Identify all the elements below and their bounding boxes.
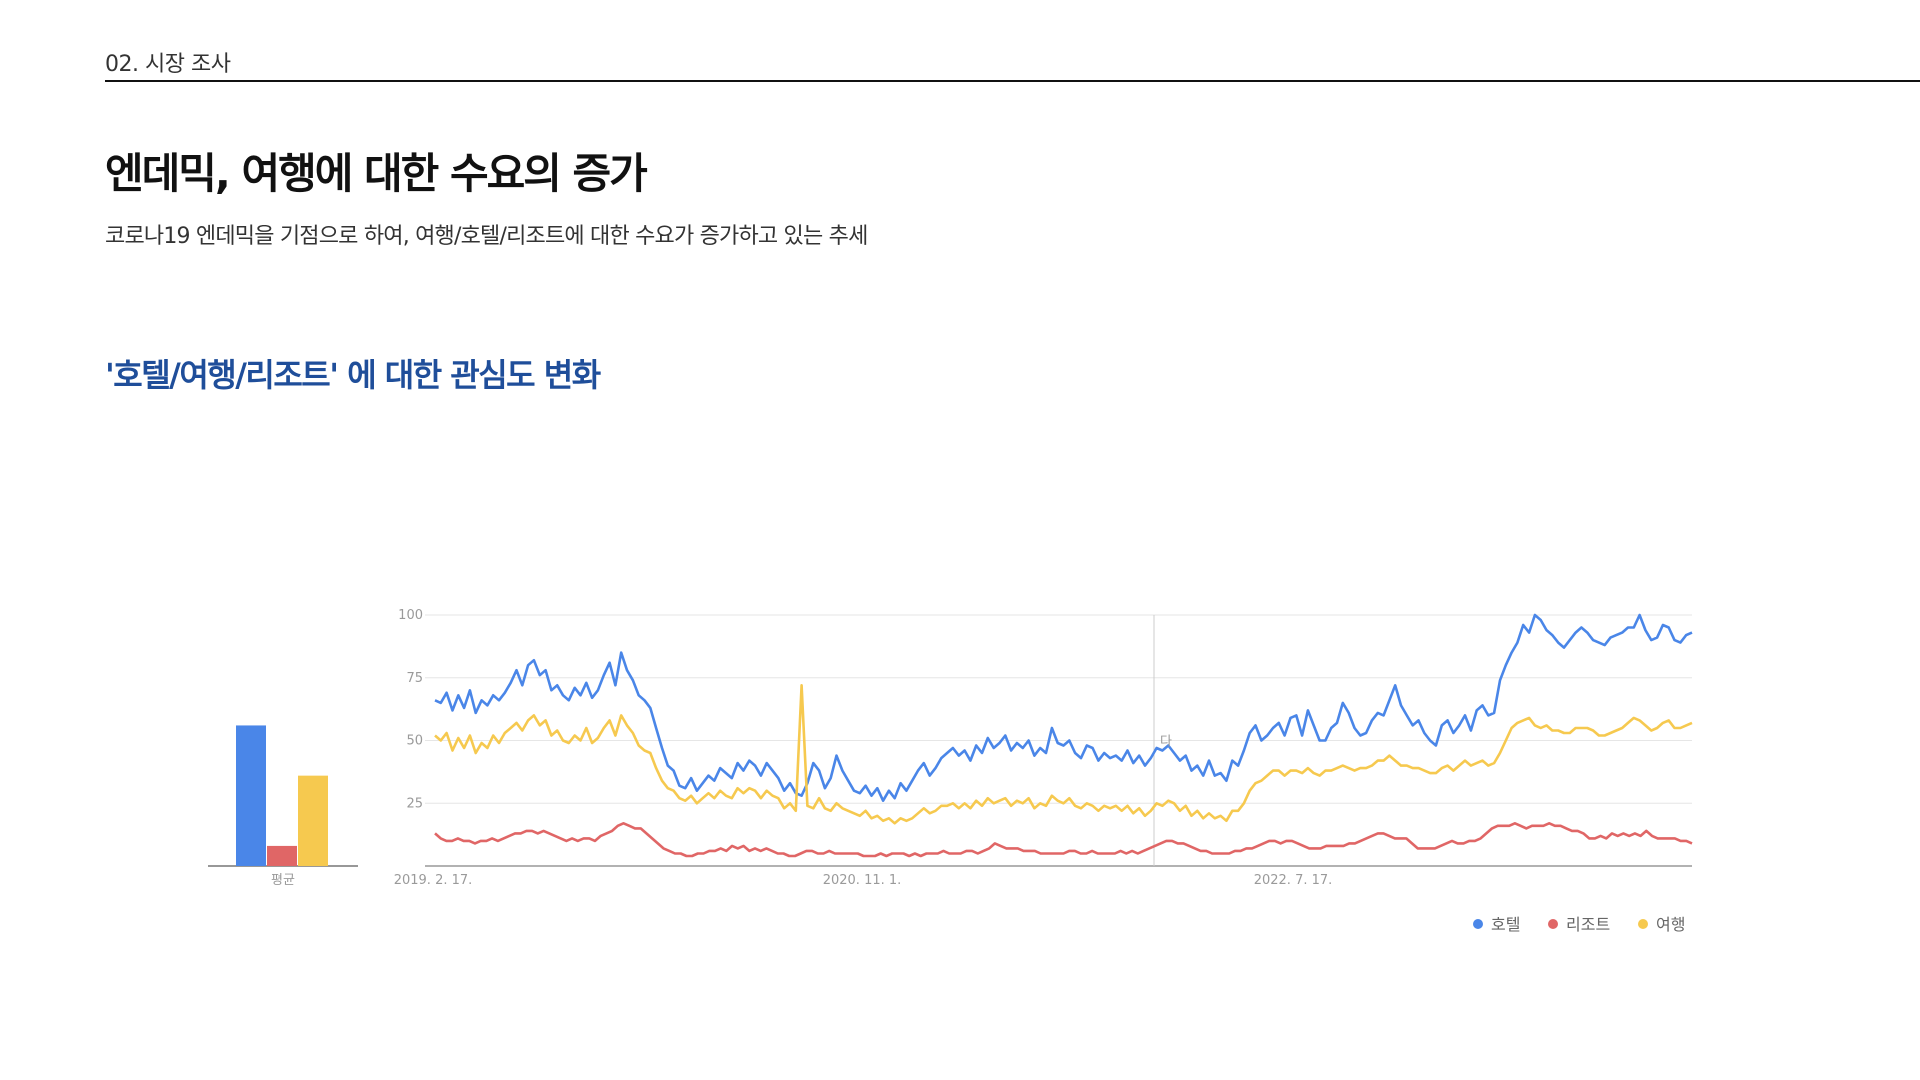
legend-label: 호텔 (1491, 915, 1520, 934)
average-bar-1 (236, 725, 266, 866)
legend-label: 리조트 (1566, 915, 1610, 934)
y-tick-label: 50 (406, 734, 423, 749)
y-tick-label: 100 (398, 608, 423, 623)
legend-dot-3 (1638, 919, 1648, 929)
x-tick-label: 2022. 7. 17. (1254, 873, 1333, 888)
series-line-1 (434, 613, 1693, 803)
legend-dot-1 (1473, 919, 1483, 929)
section-label: 02. 시장 조사 (105, 52, 231, 77)
y-tick-label: 75 (406, 671, 423, 686)
page-subtitle: 코로나19 엔데믹을 기점으로 하여, 여행/호텔/리조트에 대한 수요가 증가… (105, 224, 868, 249)
y-tick-label: 25 (406, 796, 423, 811)
header-divider (105, 80, 1920, 82)
legend-dot-2 (1548, 919, 1558, 929)
page-title: 엔데믹, 여행에 대한 수요의 증가 (105, 149, 648, 198)
series-line-2 (434, 821, 1693, 858)
x-tick-label: 2019. 2. 17. (394, 873, 473, 888)
hover-marker-label: 다 (1160, 735, 1172, 750)
chart-heading: '호텔/여행/리조트' 에 대한 관심도 변화 (105, 356, 601, 394)
legend-label: 여행 (1656, 915, 1685, 934)
x-tick-label: 2020. 11. 1. (823, 873, 902, 888)
series-line-3 (434, 683, 1693, 825)
average-bar-2 (267, 845, 297, 866)
average-bar-3 (298, 775, 328, 866)
bar-category-label: 평균 (271, 873, 295, 888)
